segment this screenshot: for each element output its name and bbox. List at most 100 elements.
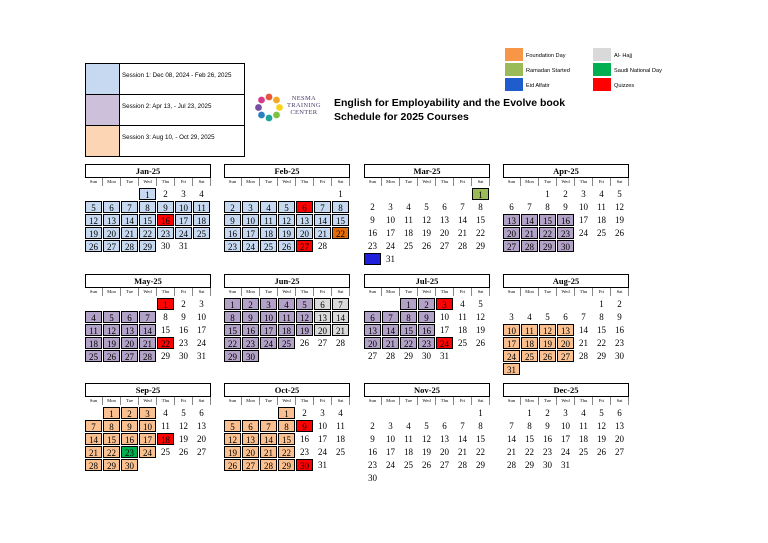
- weekday-label: Sat: [193, 288, 211, 296]
- day-cell: 24: [175, 227, 192, 239]
- legend-swatch-hajj: [593, 48, 611, 61]
- day-cell: 10: [579, 202, 588, 212]
- day-cell: 10: [242, 214, 259, 226]
- day-cell: 22: [157, 337, 174, 349]
- day-cell: 22: [332, 227, 349, 239]
- month-may-25: May-25 Sun Mon Tue Wed Thu Fri Sat 1 2 3 4 5 6 7 8 9 10 11…: [85, 274, 211, 384]
- day-cell: 19: [179, 434, 188, 444]
- weekday-label: Mon: [382, 397, 400, 405]
- day-cell: 2: [418, 298, 435, 310]
- day-cell: 17: [561, 434, 570, 444]
- weekday-label: Tue: [260, 397, 278, 405]
- day-cell: 4: [406, 421, 411, 431]
- day-cell: 24: [318, 447, 327, 457]
- day-cell: 10: [503, 324, 520, 336]
- day-cell: 10: [175, 201, 192, 213]
- day-cell: 17: [260, 324, 277, 336]
- day-cell: 13: [440, 434, 449, 444]
- day-cell: 1: [545, 189, 550, 199]
- day-cell: 29: [539, 240, 556, 252]
- day-cell: 18: [579, 434, 588, 444]
- day-cell: 25: [404, 460, 413, 470]
- weekday-label: Sun: [503, 178, 521, 186]
- sessions-legend: Session 1: Dec 08, 2024 - Feb 26, 2025 S…: [85, 63, 245, 157]
- day-cell: 25: [597, 228, 606, 238]
- weekday-label: Sat: [193, 178, 211, 186]
- day-cell: 16: [543, 434, 552, 444]
- weekday-label: Thu: [436, 288, 454, 296]
- weekday-label: Thu: [296, 178, 314, 186]
- weekday-label: Wed: [418, 178, 436, 186]
- day-cell: 18: [404, 447, 413, 457]
- day-cell: 23: [121, 446, 138, 458]
- day-cell: 24: [436, 337, 453, 349]
- day-cell: 27: [296, 240, 313, 252]
- day-cell: 12: [103, 324, 120, 336]
- day-cell: 21: [521, 227, 538, 239]
- weekday-label: Thu: [575, 288, 593, 296]
- day-cell: 12: [85, 214, 102, 226]
- day-cell: 24: [386, 460, 395, 470]
- day-cell: 19: [278, 227, 295, 239]
- day-cell: 14: [260, 433, 277, 445]
- day-cell: 14: [139, 324, 156, 336]
- day-cell: 26: [85, 240, 102, 252]
- day-cell: 19: [476, 325, 485, 335]
- weekday-label: Mon: [103, 178, 121, 186]
- logo-text: NESMA TRAINING CENTER: [287, 95, 321, 116]
- day-cell: 8: [224, 311, 241, 323]
- weekday-label: Mon: [521, 178, 539, 186]
- weekday-label: Thu: [157, 178, 175, 186]
- day-cell: 31: [503, 363, 520, 375]
- day-cell: 24: [503, 350, 520, 362]
- day-cell: 2: [617, 299, 622, 309]
- day-cell: 17: [579, 215, 588, 225]
- day-cell: 11: [85, 324, 102, 336]
- day-cell: 7: [260, 420, 277, 432]
- weekday-label: Fri: [175, 288, 193, 296]
- day-cell: 11: [161, 421, 170, 431]
- day-cell: 15: [400, 324, 417, 336]
- weekday-label: Tue: [539, 288, 557, 296]
- day-cell: 19: [85, 227, 102, 239]
- day-cell: 12: [422, 434, 431, 444]
- day-cell: 4: [163, 408, 168, 418]
- day-cell: 29: [597, 351, 606, 361]
- day-cell: 26: [278, 240, 295, 252]
- day-cell: 13: [296, 214, 313, 226]
- day-cell: 19: [597, 434, 606, 444]
- day-cell: 24: [260, 337, 277, 349]
- day-cell: 25: [278, 337, 295, 349]
- weekday-label: Sat: [472, 178, 490, 186]
- day-cell: 22: [224, 337, 241, 349]
- weekday-label: Tue: [121, 397, 139, 405]
- day-cell: 9: [121, 420, 138, 432]
- day-cell: 26: [224, 459, 241, 471]
- day-cell: 6: [242, 420, 259, 432]
- day-cell: 8: [103, 420, 120, 432]
- day-cell: 7: [85, 420, 102, 432]
- day-cell: 22: [476, 447, 485, 457]
- day-cell: 29: [525, 460, 534, 470]
- month-jan-25: Jan-25 Sun Mon Tue Wed Thu Fri Sat 1 2 3 4 5 6 7 8 9 10 11…: [85, 164, 211, 274]
- day-cell: 11: [404, 215, 413, 225]
- day-cell: 8: [400, 311, 417, 323]
- day-cell: 3: [242, 201, 259, 213]
- day-cell: 17: [318, 434, 327, 444]
- weekday-label: Tue: [400, 178, 418, 186]
- day-cell: 6: [296, 201, 313, 213]
- day-cell: 18: [260, 227, 277, 239]
- day-cell: 14: [332, 311, 349, 323]
- day-cell: 14: [121, 214, 138, 226]
- day-cell: 18: [597, 215, 606, 225]
- day-cell: 24: [139, 446, 156, 458]
- day-cell: 18: [336, 434, 345, 444]
- month-title: Feb-25: [224, 164, 350, 178]
- legend-swatch-foundation: [505, 48, 523, 61]
- day-cell: 26: [615, 228, 624, 238]
- month-title: Nov-25: [364, 383, 490, 397]
- day-cell: 31: [318, 460, 327, 470]
- day-cell: 16: [300, 434, 309, 444]
- day-cell: 8: [332, 201, 349, 213]
- day-cell: 6: [617, 408, 622, 418]
